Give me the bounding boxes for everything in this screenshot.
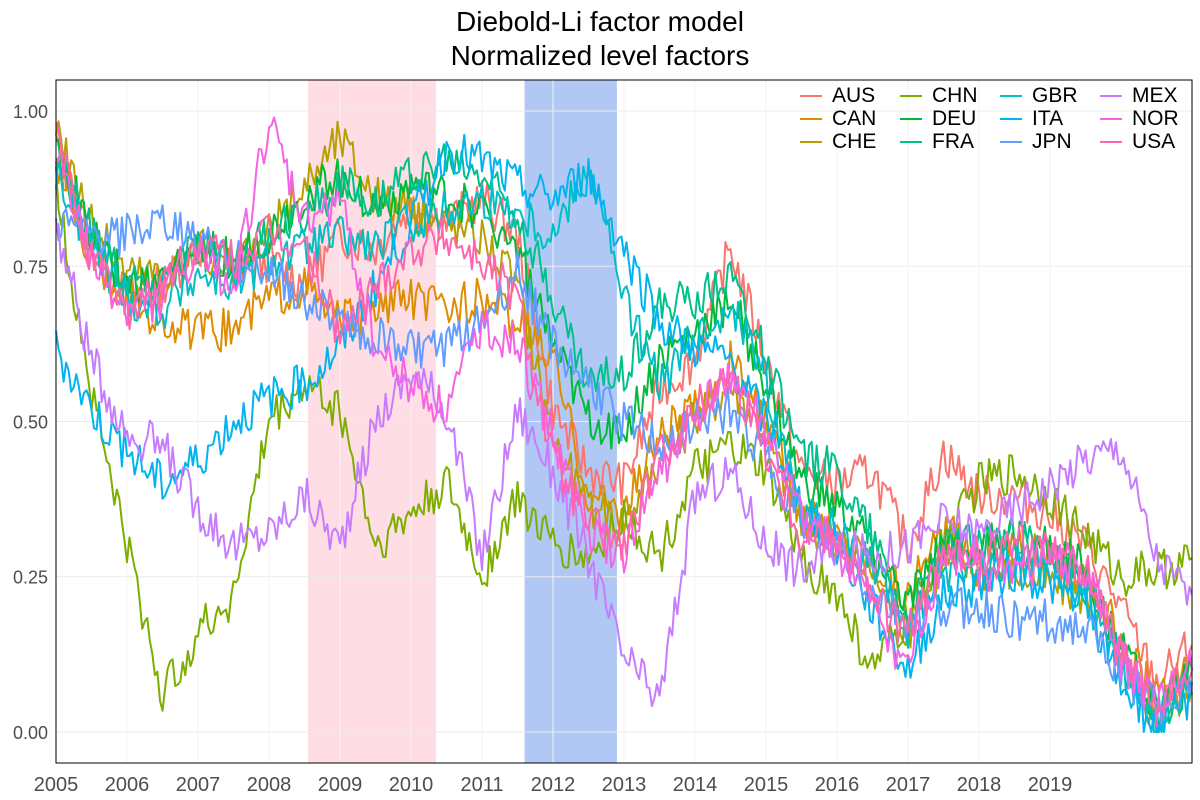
x-tick-label: 2012 xyxy=(531,774,576,796)
x-tick-label: 2014 xyxy=(673,774,718,796)
plot-border xyxy=(55,79,1193,764)
chart-subtitle: Normalized level factors xyxy=(450,40,750,71)
series-line-nor xyxy=(55,116,1193,728)
legend-item-nor: NOR xyxy=(1100,107,1200,130)
legend-label: CHE xyxy=(832,129,877,153)
legend-swatch xyxy=(800,117,822,120)
legend-label: USA xyxy=(1132,129,1176,153)
y-tick-label: 0.25 xyxy=(13,568,48,588)
legend-item-che: CHE xyxy=(800,130,900,153)
legend-label: CHN xyxy=(932,83,978,107)
legend-item-deu: DEU xyxy=(900,107,1000,130)
legend-item-mex: MEX xyxy=(1100,84,1200,107)
series-line-fra xyxy=(55,143,1193,733)
legend-swatch xyxy=(900,94,922,97)
legend-item-ita: ITA xyxy=(1000,107,1100,130)
x-tick-label: 2010 xyxy=(389,774,434,796)
legend-label: NOR xyxy=(1132,106,1179,130)
legend-label: CAN xyxy=(832,106,877,130)
legend-item-chn: CHN xyxy=(900,84,1000,107)
y-tick-label: 1.00 xyxy=(13,102,48,122)
x-tick-label: 2007 xyxy=(176,774,221,796)
legend-label: DEU xyxy=(932,106,977,130)
legend-label: FRA xyxy=(932,129,974,153)
y-tick-label: 0.75 xyxy=(13,257,48,277)
legend-swatch xyxy=(1000,140,1022,143)
legend-item-can: CAN xyxy=(800,107,900,130)
series-lines xyxy=(55,116,1193,733)
legend-swatch xyxy=(1000,94,1022,97)
x-axis: 2005 2006 2007 2008 2009 2010 2011 2012 2013 2014… xyxy=(34,774,1073,796)
legend-item-usa: USA xyxy=(1100,130,1200,153)
legend-item-jpn: JPN xyxy=(1000,130,1100,153)
x-tick-label: 2006 xyxy=(105,774,150,796)
x-tick-label: 2008 xyxy=(247,774,292,796)
legend-label: ITA xyxy=(1032,106,1064,130)
series-line-chn xyxy=(55,166,1193,712)
x-tick-label: 2016 xyxy=(815,774,860,796)
y-tick-label: 0.00 xyxy=(13,723,48,743)
legend: AUS CHN GBR MEX CAN DEU ITA NOR CHE FRA JPN USA xyxy=(800,84,1200,153)
series-line-usa xyxy=(55,122,1193,717)
series-line-mex xyxy=(55,223,1193,708)
y-axis: 0.00 0.25 0.50 0.75 1.00 xyxy=(13,102,48,743)
legend-swatch xyxy=(1100,117,1122,120)
chart-title: Diebold-Li factor model xyxy=(456,6,744,37)
legend-swatch xyxy=(900,117,922,120)
legend-swatch xyxy=(1100,140,1122,143)
legend-swatch xyxy=(800,94,822,97)
x-tick-label: 2005 xyxy=(34,774,79,796)
x-tick-label: 2009 xyxy=(318,774,363,796)
legend-label: GBR xyxy=(1032,83,1078,107)
legend-swatch xyxy=(1100,94,1122,97)
legend-label: AUS xyxy=(832,83,876,107)
legend-swatch xyxy=(900,140,922,143)
legend-label: JPN xyxy=(1032,129,1072,153)
x-tick-label: 2011 xyxy=(460,774,503,796)
legend-item-fra: FRA xyxy=(900,130,1000,153)
series-line-ita xyxy=(55,133,1193,733)
series-line-jpn xyxy=(55,204,1193,726)
x-tick-label: 2019 xyxy=(1028,774,1073,796)
legend-item-gbr: GBR xyxy=(1000,84,1100,107)
x-tick-label: 2017 xyxy=(886,774,931,796)
x-tick-label: 2018 xyxy=(957,774,1002,796)
y-tick-label: 0.50 xyxy=(13,413,48,433)
legend-swatch xyxy=(800,140,822,143)
x-tick-label: 2013 xyxy=(602,774,647,796)
legend-label: MEX xyxy=(1132,83,1178,107)
legend-item-aus: AUS xyxy=(800,84,900,107)
legend-swatch xyxy=(1000,117,1022,120)
x-tick-label: 2015 xyxy=(744,774,789,796)
